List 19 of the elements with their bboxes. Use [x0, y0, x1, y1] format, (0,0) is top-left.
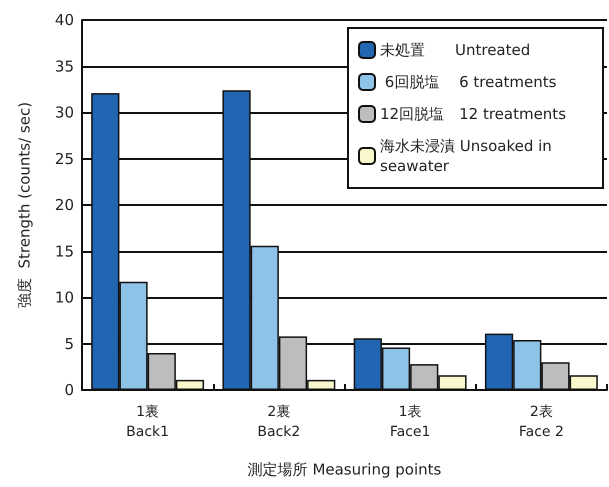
y-tick-label: 25 — [54, 150, 74, 168]
y-tick-label: 35 — [54, 57, 74, 76]
legend-label: 海水未浸漬 Unsoaked in seawater — [380, 137, 557, 175]
legend-label: 未処置 Untreated — [380, 41, 530, 59]
y-tick-label: 20 — [54, 196, 74, 214]
y-tick-label: 30 — [54, 104, 74, 122]
x-tick-label: 2表 Face 2 — [518, 404, 564, 440]
y-tick-label: 5 — [64, 334, 74, 353]
legend-label: 12回脱塩 12 treatments — [380, 105, 566, 123]
x-tick-label: 1裏 Back1 — [126, 404, 170, 440]
x-axis-title: 測定場所 Measuring points — [248, 460, 442, 478]
y-tick-label: 40 — [54, 11, 74, 29]
y-tick-label: 10 — [54, 288, 74, 306]
y-tick-label: 0 — [64, 381, 74, 399]
legend-label: 6回脱塩 6 treatments — [380, 73, 557, 91]
y-tick-label: 15 — [54, 242, 74, 260]
x-tick-label: 1表 Face1 — [390, 404, 430, 440]
x-tick-label: 2裏 Back2 — [257, 404, 300, 440]
y-axis-title: 強度 Strength (counts/ sec) — [16, 102, 34, 308]
